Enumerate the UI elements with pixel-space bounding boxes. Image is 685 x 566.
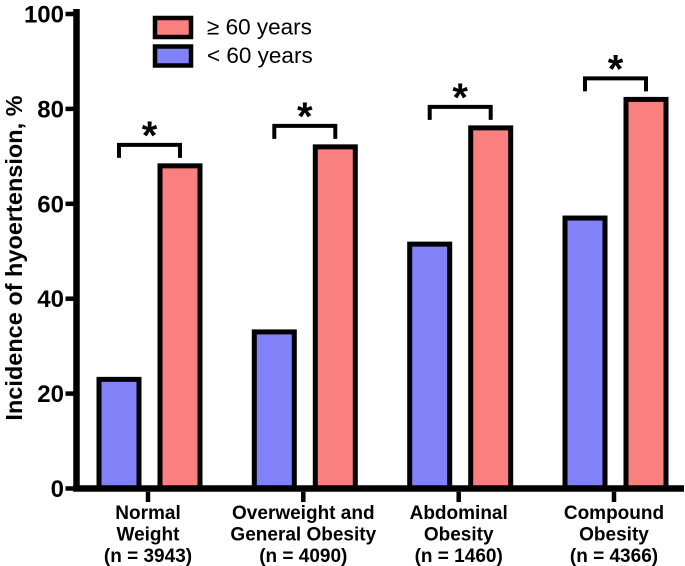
category-label-normal-weight-line2: Weight [117, 525, 181, 546]
significance-bracket-normal-weight [117, 142, 182, 158]
category-label-compound-obesity-line1: Compound [564, 503, 664, 524]
y-tick-label-60: 60 [37, 191, 64, 218]
bar-lt60-compound-obesity [562, 215, 608, 491]
y-tick-label-80: 80 [37, 96, 64, 123]
bar-lt60-abdominal-obesity [407, 241, 453, 491]
significance-asterisk-overweight-general-obesity: * [297, 95, 313, 139]
bar-lt60-normal-weight [96, 376, 142, 491]
y-axis-title: Incidence of hyoertension, % [1, 95, 27, 420]
category-label-normal-weight-line3: (n = 3943) [104, 546, 192, 566]
category-label-overweight-general-obesity-line3: (n = 4090) [259, 546, 347, 566]
bar-ge60-overweight-general-obesity [312, 144, 358, 492]
legend-label-ge60: ≥ 60 years [207, 15, 312, 40]
y-tick-label-40: 40 [37, 286, 64, 313]
category-label-overweight-general-obesity-line1: Overweight and [232, 503, 375, 524]
category-label-abdominal-obesity-line3: (n = 1460) [415, 546, 503, 566]
significance-asterisk-abdominal-obesity: * [452, 76, 468, 120]
bar-ge60-abdominal-obesity [468, 125, 514, 491]
category-label-abdominal-obesity-line1: Abdominal [410, 503, 508, 524]
y-tick-label-20: 20 [37, 381, 64, 408]
category-label-compound-obesity-line2: Obesity [579, 525, 649, 546]
legend-swatch-lt60 [152, 44, 194, 68]
category-label-overweight-general-obesity-line2: General Obesity [230, 525, 376, 546]
bar-lt60-overweight-general-obesity [251, 329, 297, 492]
category-label-abdominal-obesity-line2: Obesity [424, 525, 494, 546]
legend-label-lt60: < 60 years [207, 43, 313, 68]
legend-swatch-ge60 [152, 15, 194, 40]
significance-bracket-overweight-general-obesity [272, 123, 338, 139]
bar-ge60-normal-weight [157, 163, 203, 491]
y-tick-label-100: 100 [24, 2, 64, 29]
y-tick-label-0: 0 [51, 476, 64, 503]
category-label-normal-weight-line1: Normal [115, 503, 180, 524]
significance-bracket-compound-obesity [583, 76, 648, 92]
significance-bracket-abdominal-obesity [427, 104, 493, 120]
category-label-compound-obesity-line3: (n = 4366) [570, 546, 658, 566]
bar-ge60-compound-obesity [623, 96, 669, 491]
significance-asterisk-normal-weight: * [142, 114, 158, 158]
significance-asterisk-compound-obesity: * [608, 47, 624, 91]
